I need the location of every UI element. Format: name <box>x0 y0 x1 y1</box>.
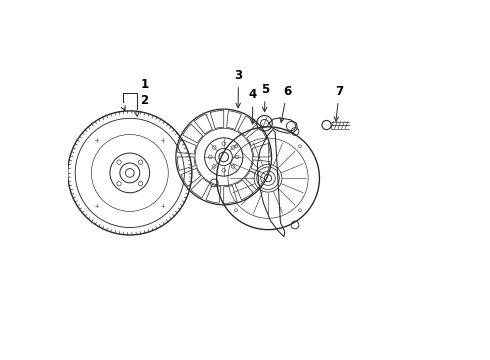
Text: 5: 5 <box>261 83 269 112</box>
Text: 2: 2 <box>141 94 148 107</box>
Text: 7: 7 <box>334 85 343 121</box>
Text: 4: 4 <box>248 89 257 124</box>
Text: 1: 1 <box>141 78 148 91</box>
Text: 6: 6 <box>280 85 291 122</box>
Text: 3: 3 <box>234 69 243 108</box>
